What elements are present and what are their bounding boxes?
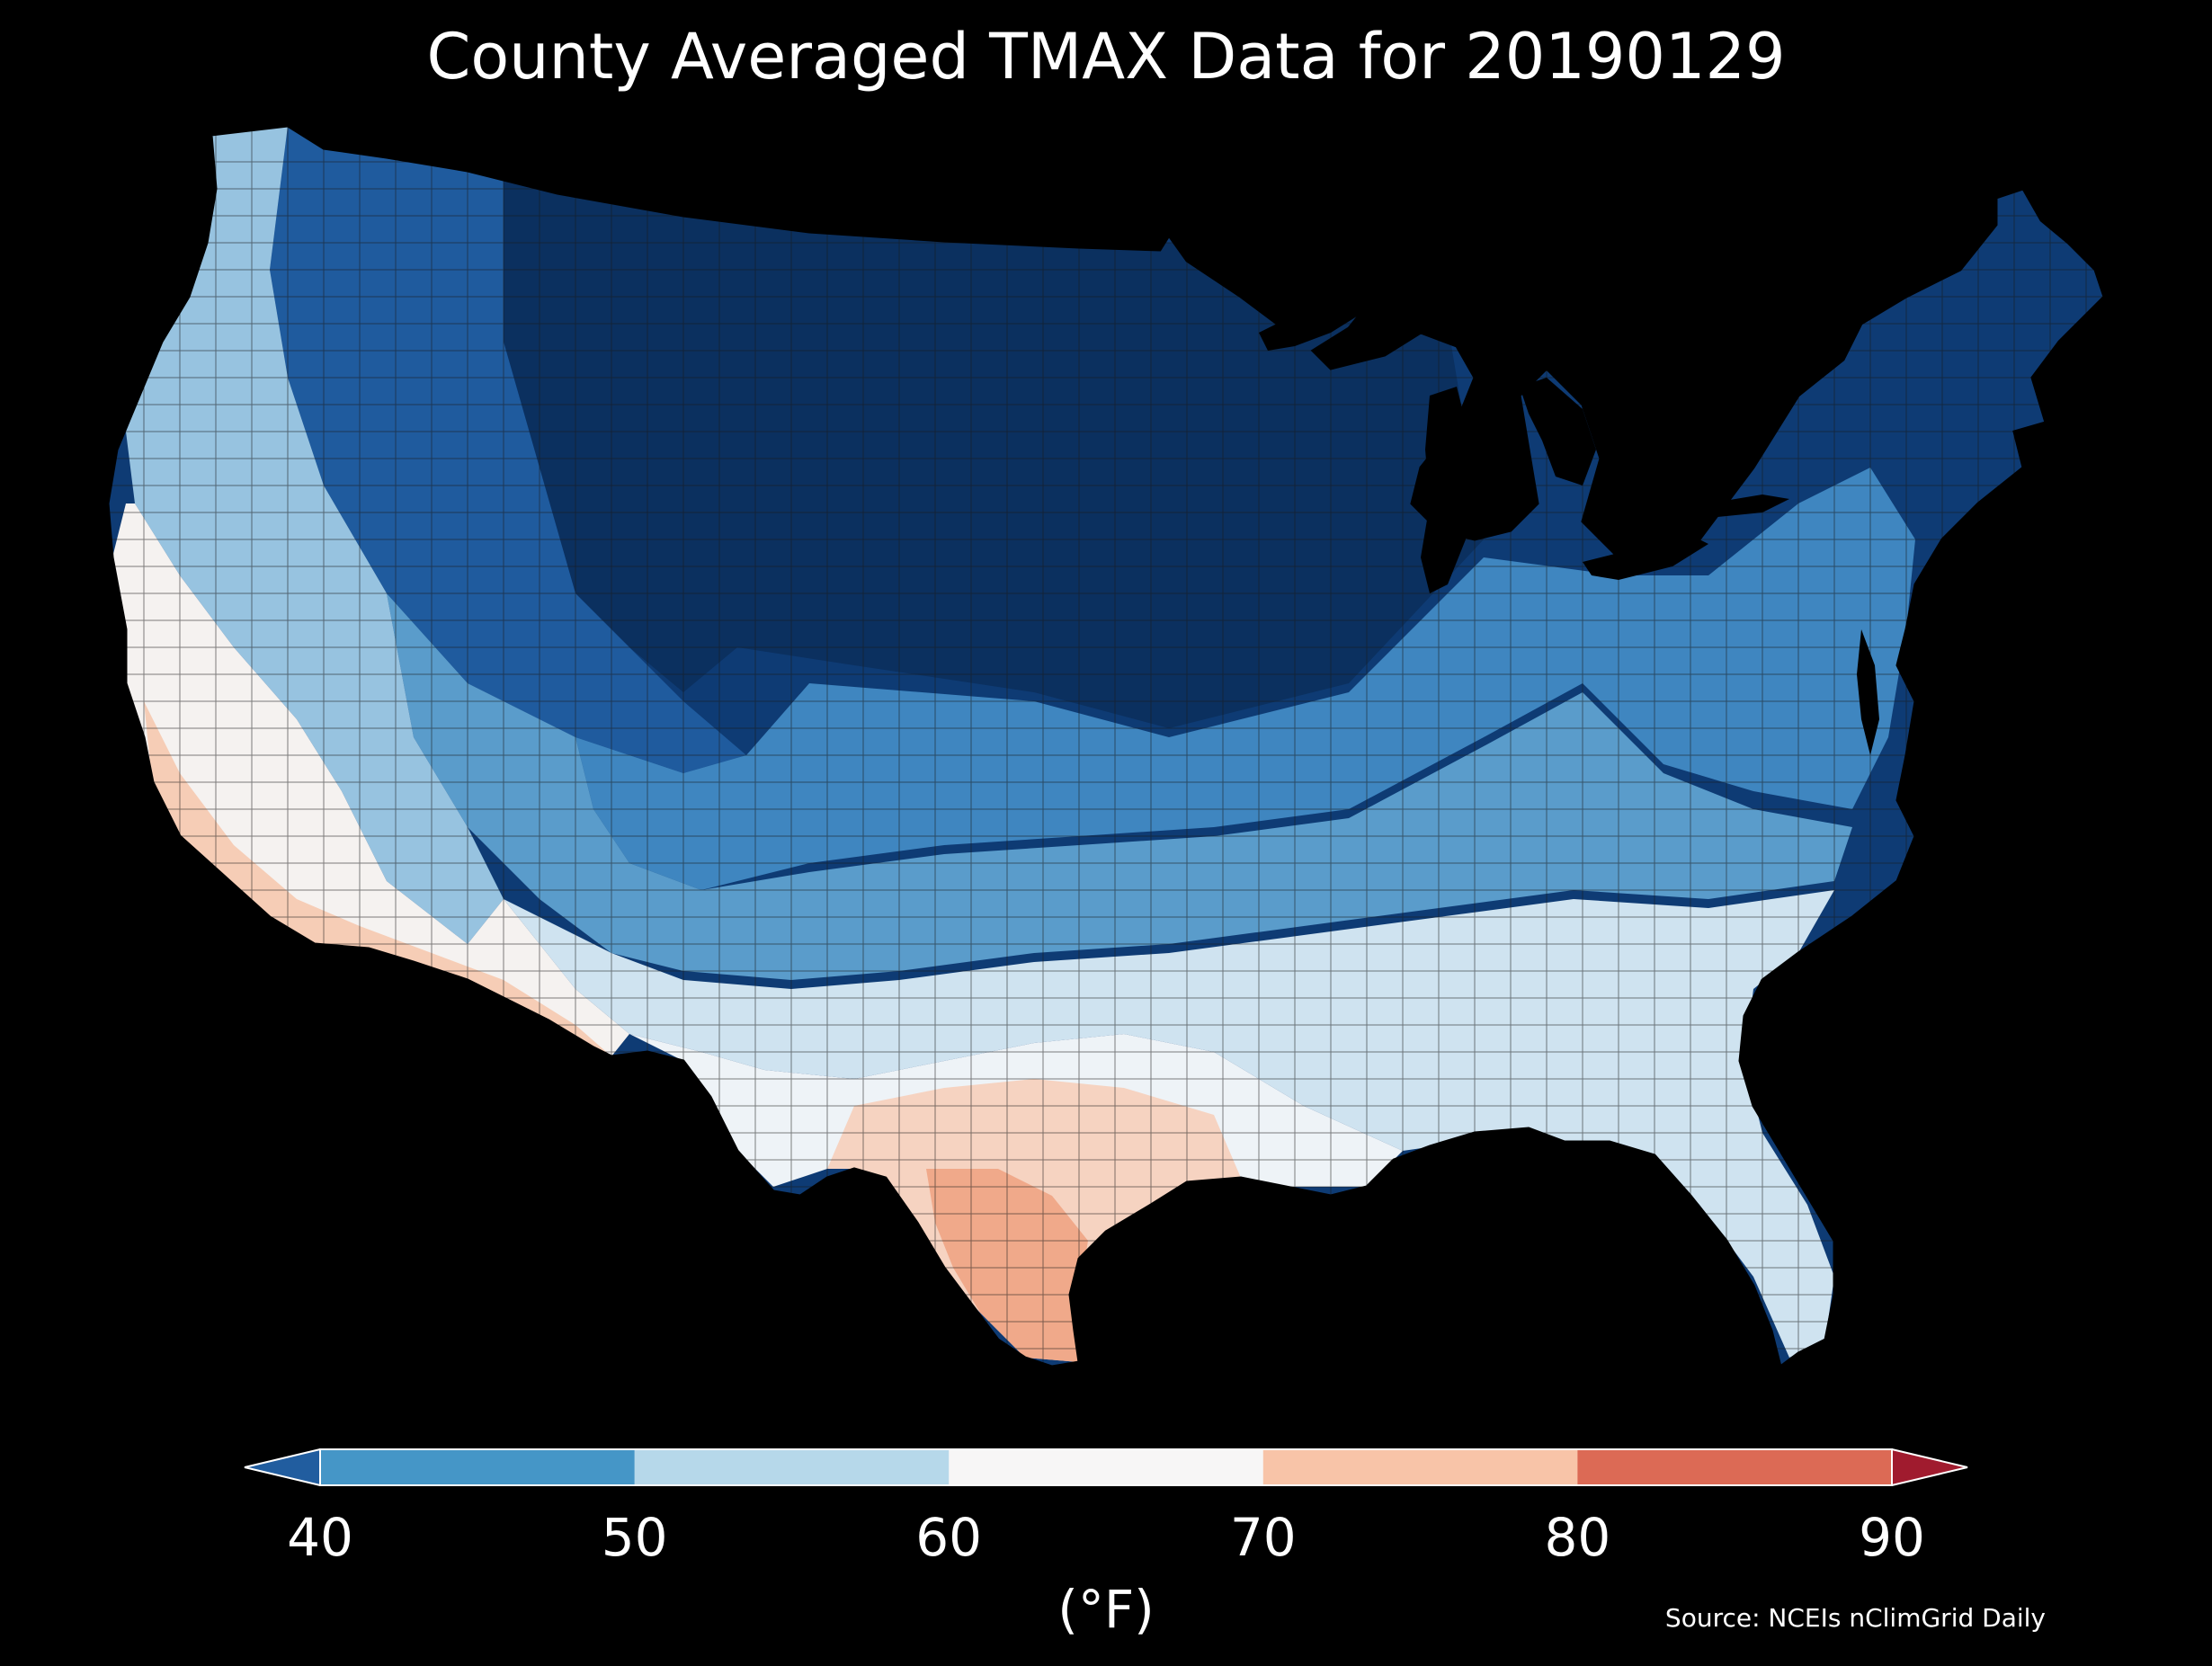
colorbar-tick-label: 70: [1229, 1507, 1297, 1568]
colorbar-bin-60-70: [949, 1449, 1264, 1485]
lake-erie: [1583, 535, 1708, 580]
colorbar-units-label: (°F): [1057, 1579, 1155, 1640]
colorbar-tick-label: 50: [601, 1507, 668, 1568]
colorbar-bin-40-50: [320, 1449, 636, 1485]
colorbar-extend-outline: [244, 1448, 321, 1486]
temperature-bands: [112, 126, 1915, 1362]
colorbar-tick-label: 40: [287, 1507, 353, 1568]
chesapeake-bay: [1857, 629, 1879, 755]
us-county-map: [106, 124, 2106, 1368]
region-central-plains-appalachia: [387, 593, 1852, 980]
region-northern-rockies: [270, 126, 746, 773]
colorbar-bin-50-60: [634, 1449, 950, 1485]
colorbar-bins: [320, 1449, 1893, 1485]
colorbar-extend-over: [1892, 1449, 1967, 1485]
colorbar-bin-80-90: [1577, 1449, 1893, 1485]
great-lakes: [1259, 283, 1879, 755]
source-credit: Source: NCEIs nClimGrid Daily: [1664, 1603, 2046, 1633]
region-pacific-northwest-coast: [126, 126, 504, 944]
map-title: County Averaged TMAX Data for 20190129: [426, 20, 1786, 94]
region-mid-atlantic-ohio-valley: [575, 468, 1915, 890]
colorbar-tick-label: 90: [1859, 1507, 1925, 1568]
lake-huron: [1520, 378, 1596, 486]
colorbar-extend-outline-right: [1891, 1448, 1968, 1486]
colorbar-tick-label: 60: [915, 1507, 983, 1568]
lake-michigan: [1421, 387, 1475, 593]
colorbar-frame: [319, 1448, 1893, 1486]
colorbar-extend-under: [245, 1449, 320, 1485]
colorbar-bin-70-80: [1262, 1449, 1578, 1485]
region-southern-plains-southeast: [504, 890, 1834, 1358]
colorbar-tick-label: 80: [1544, 1507, 1611, 1568]
region-california-nevada: [112, 503, 629, 1056]
region-northern-plains-core: [504, 180, 1484, 728]
